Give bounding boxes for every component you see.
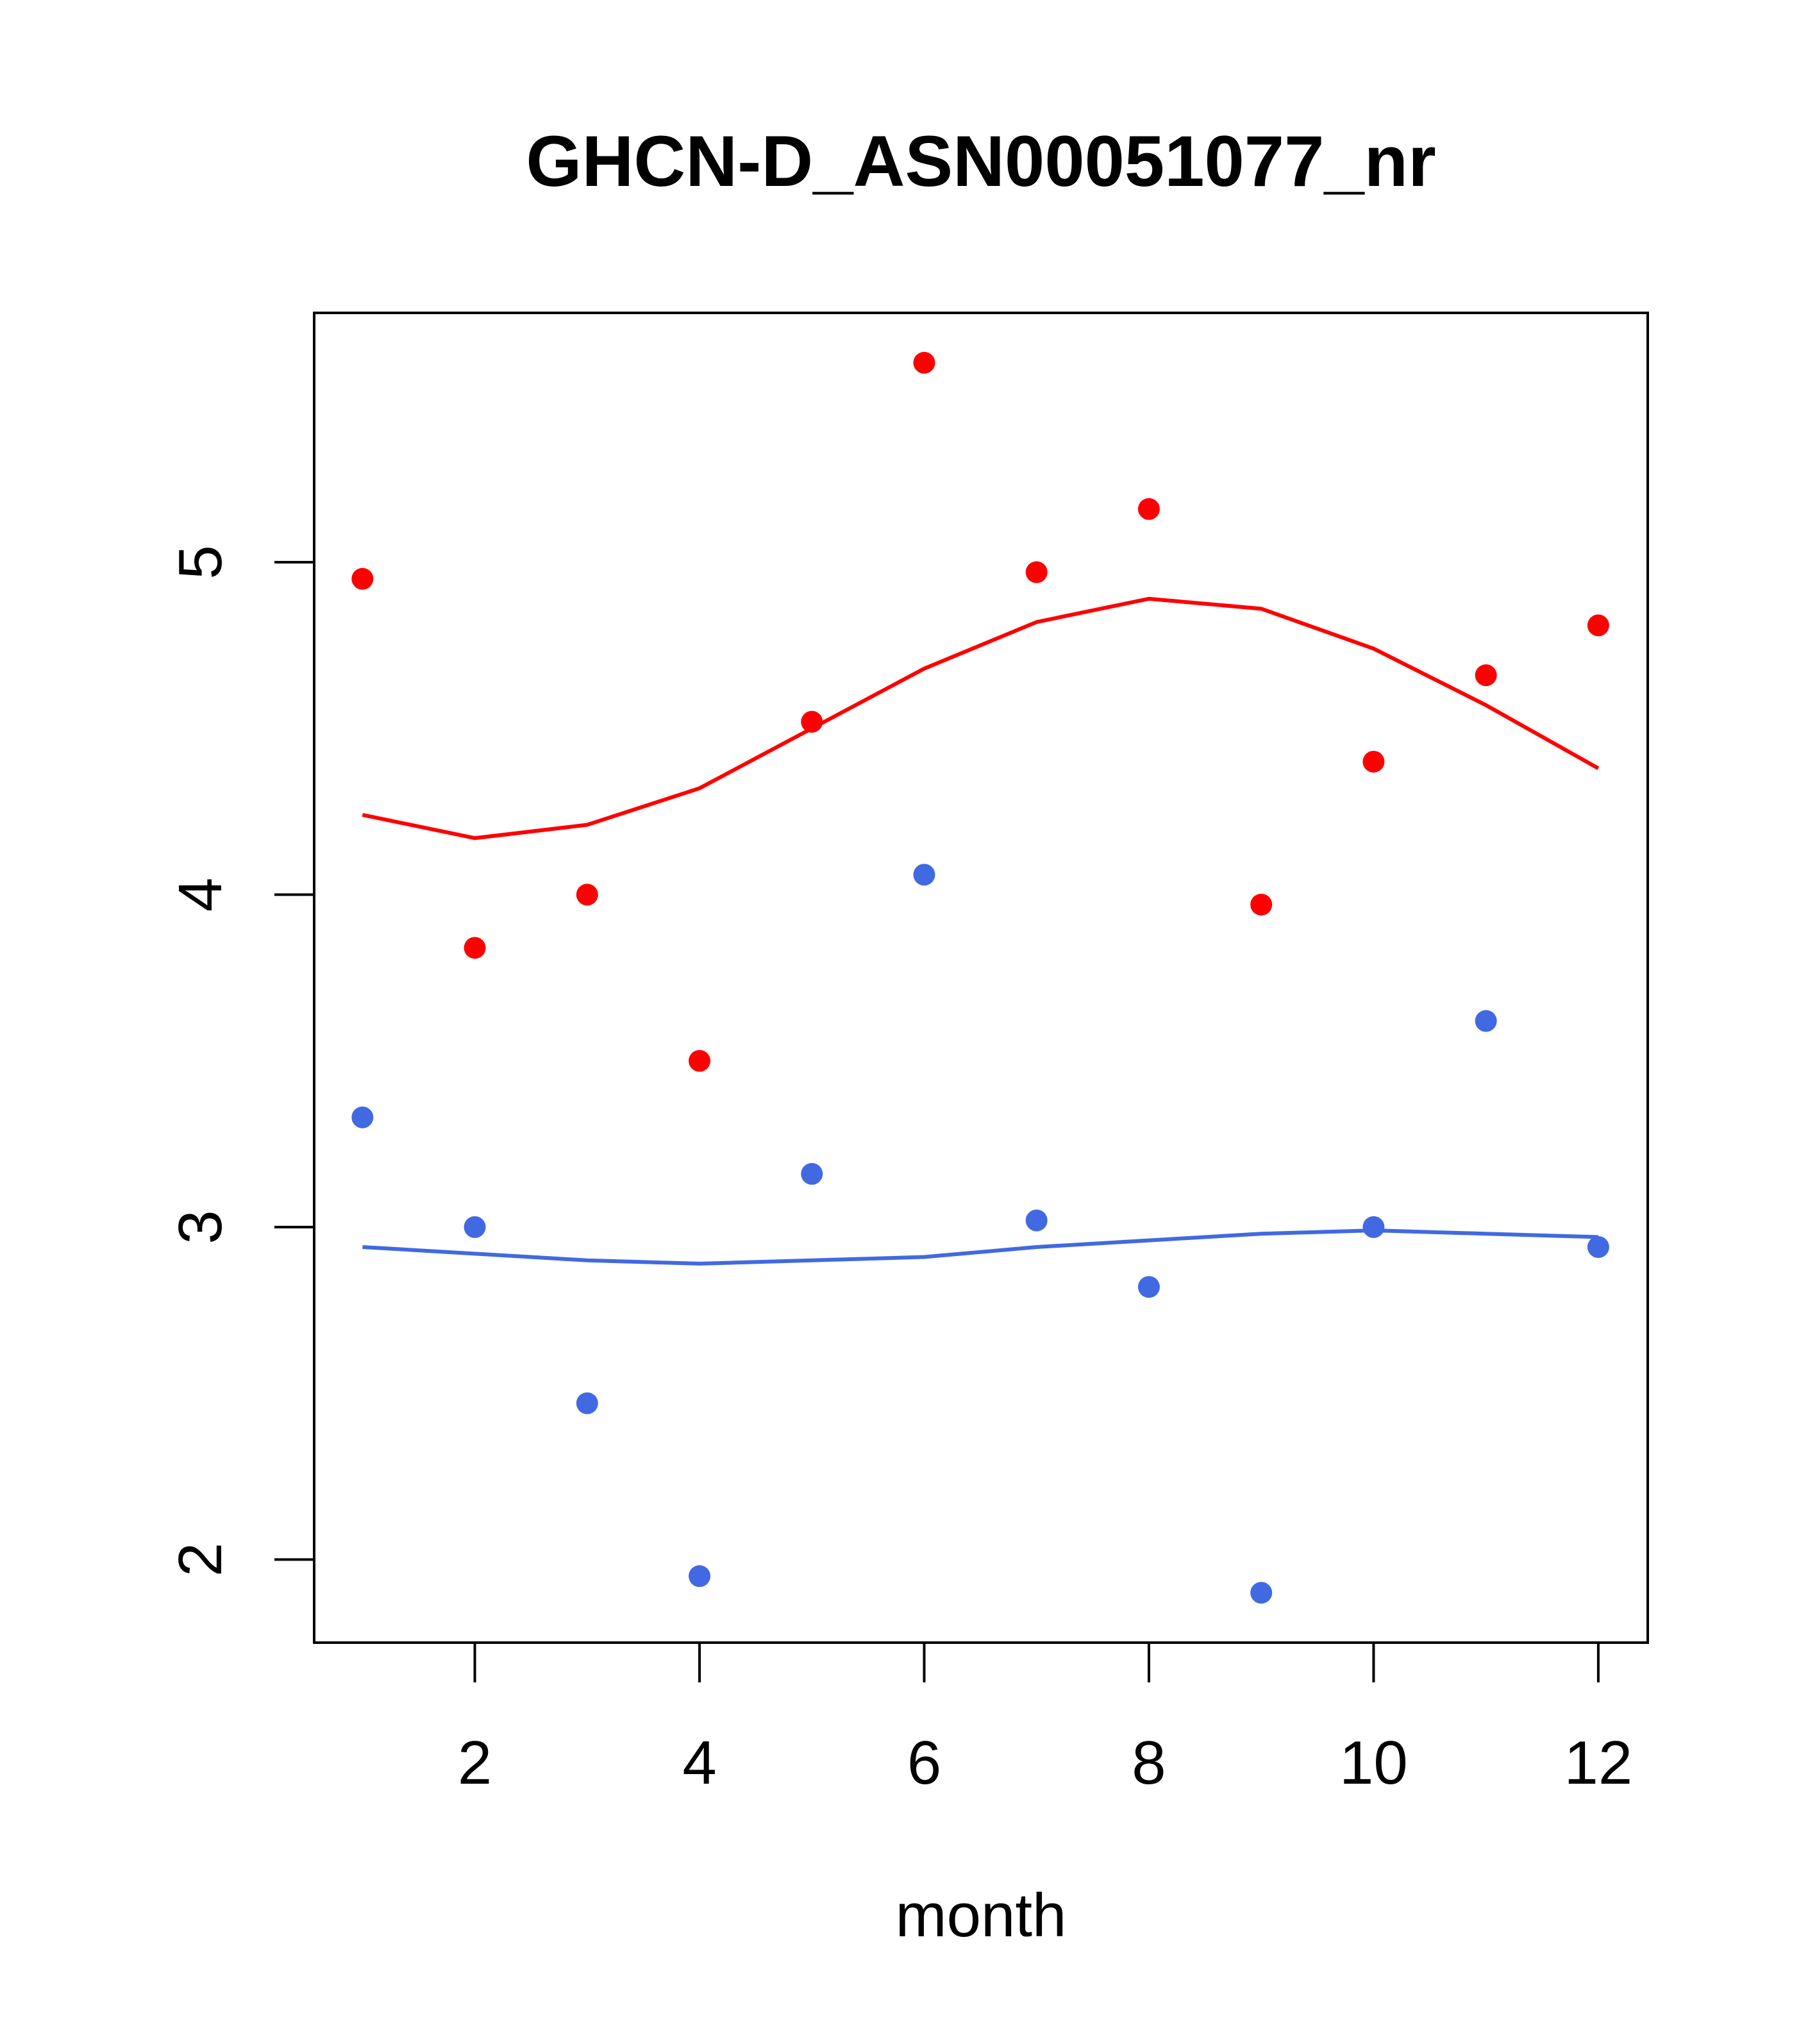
y-tick-label: 5 [166, 545, 235, 579]
data-point [1137, 498, 1160, 520]
data-point [1025, 561, 1048, 583]
series-layer [351, 351, 1609, 1604]
x-tick-label: 12 [1564, 1729, 1633, 1797]
data-point [913, 864, 935, 886]
data-point [576, 884, 598, 906]
data-point [1250, 893, 1273, 916]
data-point [1025, 1209, 1048, 1232]
data-point [913, 351, 935, 374]
x-tick-label: 6 [907, 1729, 941, 1797]
series-line-1 [362, 596, 1600, 841]
y-tick-label: 3 [166, 1210, 235, 1244]
x-axis-label: month [896, 1881, 1067, 1950]
x-axis: 2 4 6 8 10 12 [458, 1641, 1633, 1797]
data-point [1362, 750, 1385, 773]
y-tick-label: 2 [166, 1543, 235, 1577]
data-point [689, 1050, 711, 1072]
data-point [1475, 1010, 1497, 1032]
data-point [1475, 664, 1497, 687]
data-point [1362, 1216, 1385, 1238]
data-point [1587, 614, 1609, 637]
x-tick-label: 4 [682, 1729, 716, 1797]
x-tick-label: 8 [1132, 1729, 1166, 1797]
data-point [689, 1565, 711, 1587]
y-tick-label: 4 [166, 878, 235, 912]
plot-frame [313, 312, 1649, 1644]
data-point [1587, 1236, 1609, 1258]
data-point [1137, 1276, 1160, 1298]
data-point [351, 1106, 374, 1128]
series-line-3 [362, 1228, 1598, 1266]
chart-title: GHCN-D_ASN00051077_nr [526, 121, 1436, 201]
data-point [351, 567, 374, 590]
data-point [576, 1392, 598, 1414]
x-tick-label: 2 [458, 1729, 492, 1797]
data-point [464, 1216, 486, 1238]
data-point [1250, 1582, 1273, 1604]
y-axis: 2 3 4 5 [166, 545, 315, 1577]
data-point [801, 1162, 823, 1185]
data-point [464, 937, 486, 959]
x-tick-label: 10 [1339, 1729, 1408, 1797]
